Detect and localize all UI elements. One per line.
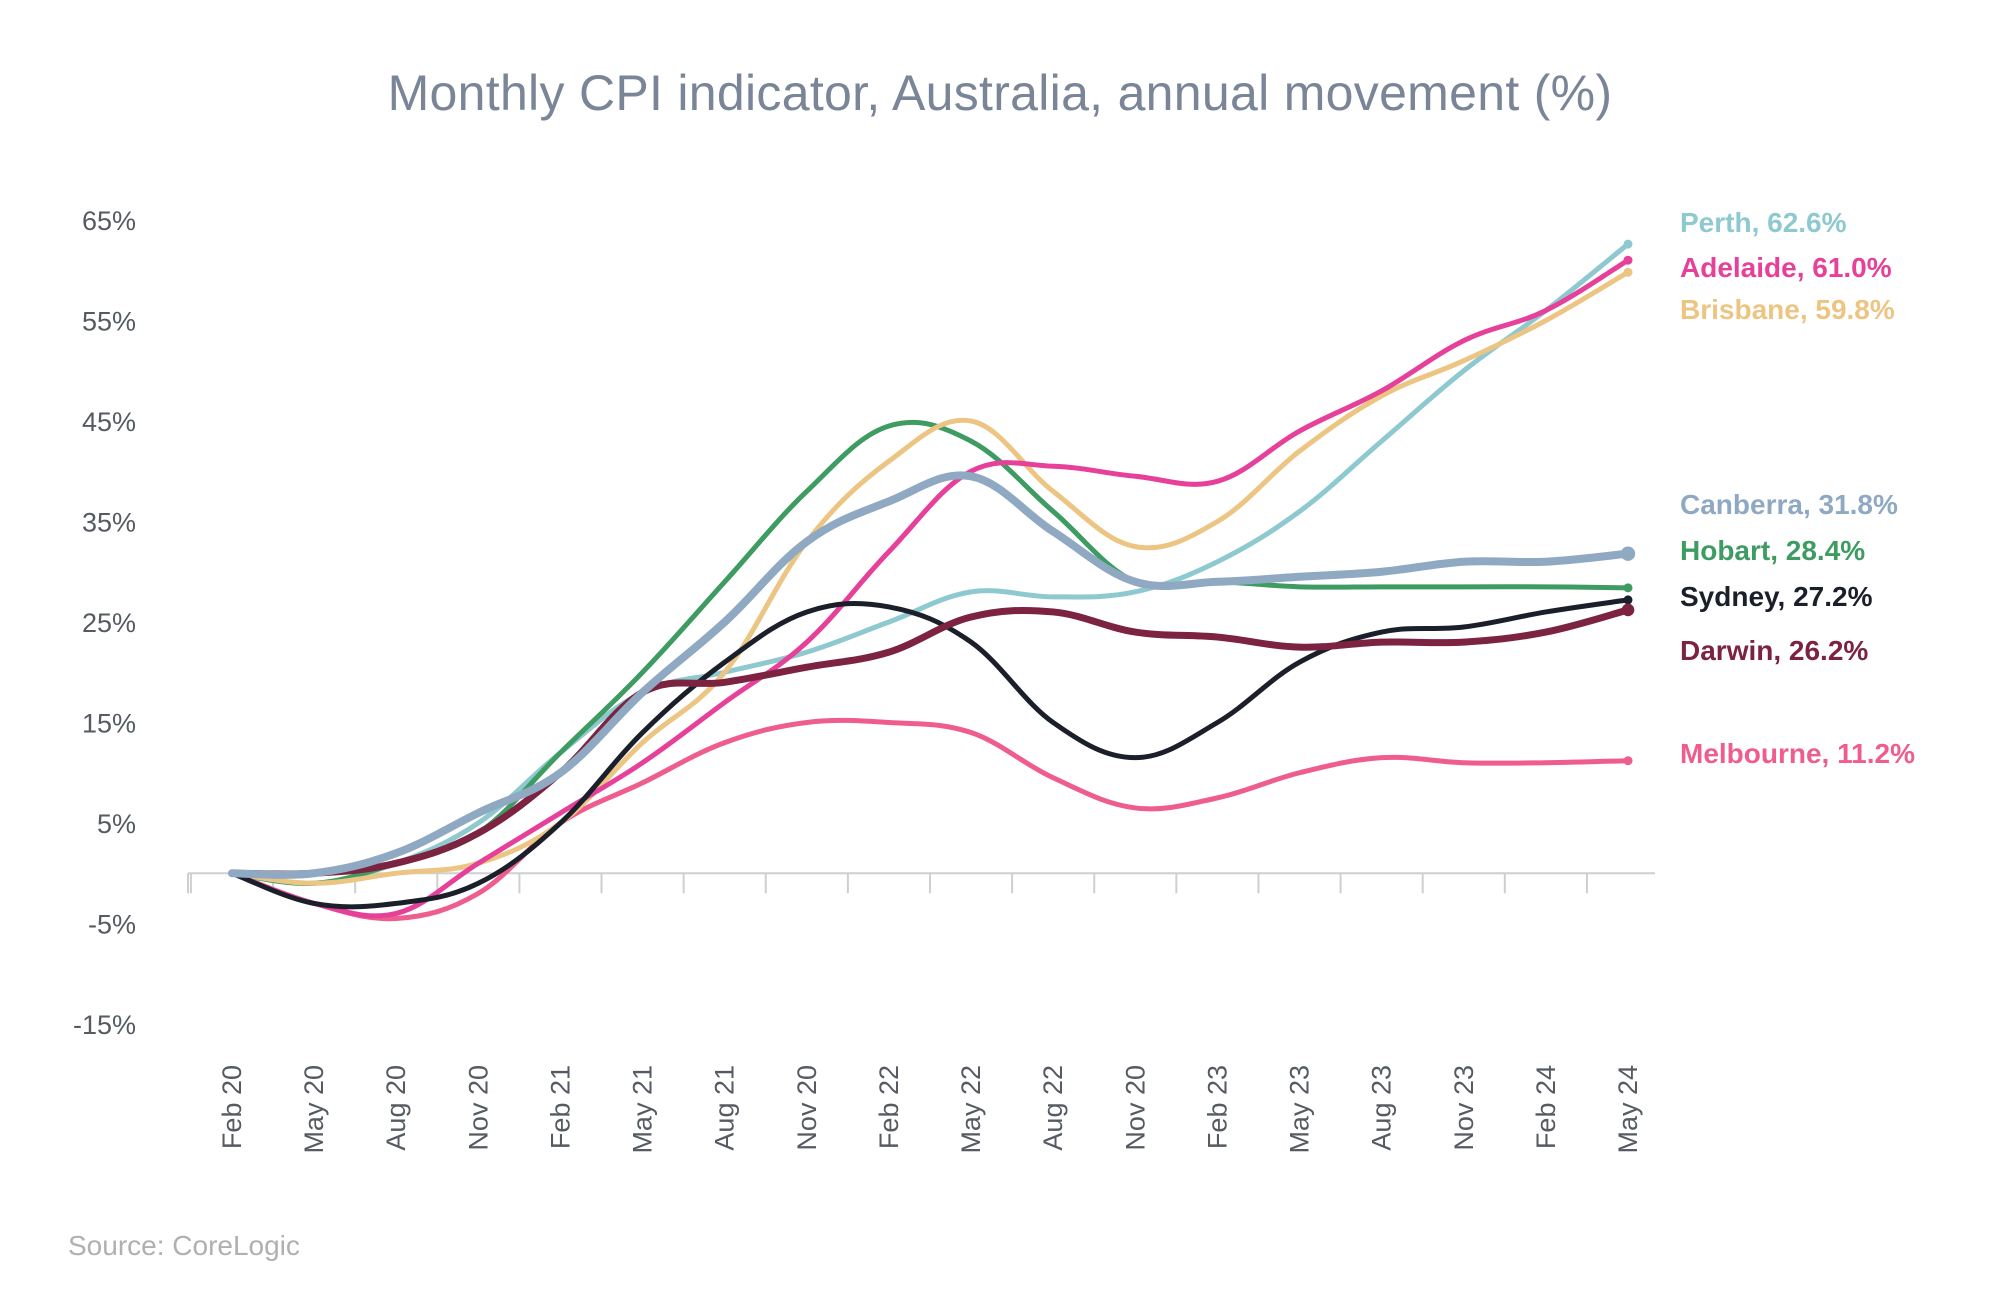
series-end-point-hobart	[1623, 583, 1633, 593]
series-line-melbourne	[229, 717, 1631, 922]
x-tick-label: Nov 23	[1449, 1065, 1479, 1151]
series-end-point-perth	[1623, 239, 1633, 249]
series-line-darwin	[228, 606, 1632, 878]
series-label-hobart: Hobart, 28.4%	[1680, 535, 1865, 566]
x-tick-label: Nov 20	[792, 1065, 822, 1151]
x-tick-label: May 24	[1613, 1065, 1643, 1154]
y-tick-label: 25%	[82, 608, 136, 638]
x-tick-label: Feb 22	[874, 1065, 904, 1149]
x-tick-label: Aug 20	[381, 1065, 411, 1151]
series-line-adelaide	[229, 257, 1631, 919]
series-end-point-brisbane	[1623, 267, 1633, 277]
series-end-point-darwin	[1621, 603, 1635, 617]
series-label-darwin: Darwin, 26.2%	[1680, 635, 1868, 666]
series-line-brisbane	[229, 269, 1631, 886]
x-tick-label: Feb 20	[217, 1065, 247, 1149]
chart-title: Monthly CPI indicator, Australia, annual…	[387, 65, 1613, 121]
series-end-point-adelaide	[1623, 255, 1633, 265]
x-tick-label: Aug 22	[1038, 1065, 1068, 1151]
x-tick-label: Aug 21	[710, 1065, 740, 1151]
x-tick-label: May 22	[956, 1065, 986, 1154]
series-line-sydney	[229, 597, 1631, 910]
series-label-adelaide: Adelaide, 61.0%	[1680, 252, 1892, 283]
series-line-perth	[229, 241, 1631, 887]
y-tick-label: 55%	[82, 307, 136, 337]
series-end-point-sydney	[1623, 595, 1633, 605]
series-label-brisbane: Brisbane, 59.8%	[1680, 294, 1895, 325]
x-tick-label: Feb 24	[1531, 1065, 1561, 1149]
series-line-hobart	[229, 419, 1631, 887]
x-tick-label: Feb 23	[1202, 1065, 1232, 1149]
x-tick-label: Nov 20	[463, 1065, 493, 1151]
y-tick-label: 45%	[82, 407, 136, 437]
source-note: Source: CoreLogic	[68, 1230, 300, 1261]
series-label-sydney: Sydney, 27.2%	[1680, 581, 1873, 612]
series-line-canberra	[228, 471, 1632, 879]
x-tick-label: May 20	[299, 1065, 329, 1154]
series-end-point-melbourne	[1623, 756, 1633, 766]
y-tick-label: -5%	[88, 910, 136, 940]
y-tick-label: 15%	[82, 709, 136, 739]
y-tick-label: 65%	[82, 206, 136, 236]
series-end-point-canberra	[1620, 546, 1636, 561]
x-tick-label: Feb 21	[545, 1065, 575, 1149]
y-tick-label: 5%	[97, 809, 136, 839]
series-label-melbourne: Melbourne, 11.2%	[1680, 738, 1915, 769]
y-tick-label: -15%	[73, 1010, 136, 1040]
x-tick-label: Aug 23	[1367, 1065, 1397, 1151]
y-tick-label: 35%	[82, 508, 136, 538]
x-tick-label: May 21	[628, 1065, 658, 1154]
x-tick-label: Nov 20	[1120, 1065, 1150, 1151]
x-tick-label: May 23	[1285, 1065, 1315, 1154]
series-label-canberra: Canberra, 31.8%	[1680, 489, 1898, 520]
series-label-perth: Perth, 62.6%	[1680, 207, 1847, 238]
